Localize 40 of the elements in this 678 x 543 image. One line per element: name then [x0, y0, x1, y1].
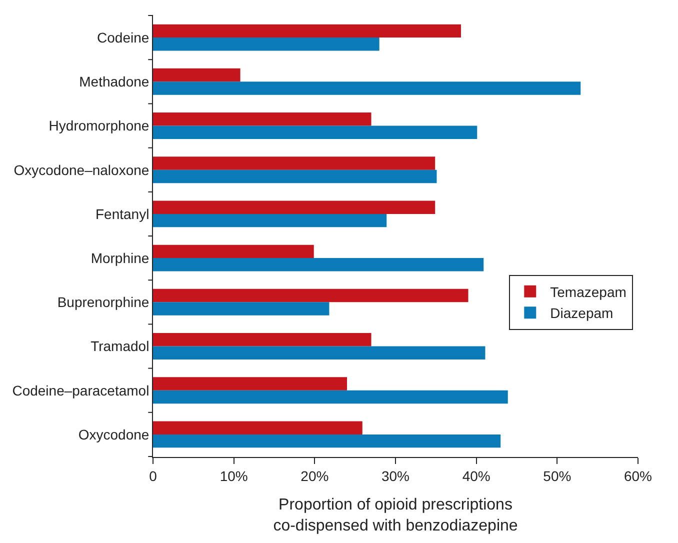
- bar: [153, 377, 347, 390]
- x-axis-title: Proportion of opioid prescriptions co-dispensed with benzodiazepine: [273, 496, 518, 534]
- x-tick-label: 60%: [624, 468, 652, 484]
- bar: [153, 82, 581, 95]
- bar: [153, 170, 437, 184]
- bar: [153, 214, 387, 228]
- x-tick-label: 10%: [220, 468, 248, 484]
- bar: [153, 126, 478, 139]
- y-tick-label: Hydromorphone: [48, 118, 150, 134]
- bar: [153, 68, 240, 82]
- x-tick-label: 20%: [300, 468, 329, 484]
- y-tick-label: Codeine–paracetamol: [12, 382, 150, 398]
- x-tick-label: 40%: [462, 468, 490, 484]
- y-tick-label: Methadone: [79, 74, 150, 90]
- legend-label: Temazepam: [550, 284, 626, 300]
- bar: [153, 288, 468, 302]
- bar: [153, 258, 484, 272]
- y-tick-label: Oxycodone: [78, 426, 150, 442]
- x-tick-label: 0: [149, 468, 158, 484]
- bar: [153, 244, 314, 258]
- legend-label: Diazepam: [550, 305, 614, 322]
- y-tick-label: Buprenorphine: [57, 294, 150, 310]
- bar: [153, 38, 380, 51]
- bar: [153, 156, 436, 170]
- bar: [153, 24, 461, 38]
- x-tick-label: 30%: [381, 468, 410, 484]
- y-tick-label: Tramadol: [90, 338, 150, 354]
- bar: [153, 346, 486, 360]
- y-tick-label: Morphine: [90, 250, 150, 266]
- bar: [153, 302, 330, 316]
- bar: [153, 390, 508, 404]
- x-tick-label: 50%: [543, 468, 572, 484]
- bar: [153, 333, 372, 346]
- bar: [153, 112, 372, 126]
- y-tick-label: Codeine: [97, 29, 150, 46]
- y-tick-label: Oxycodone–naloxone: [14, 162, 150, 178]
- bar: [153, 200, 436, 214]
- bar: [153, 434, 501, 448]
- y-tick-label: Fentanyl: [95, 206, 150, 222]
- bar: [153, 421, 362, 434]
